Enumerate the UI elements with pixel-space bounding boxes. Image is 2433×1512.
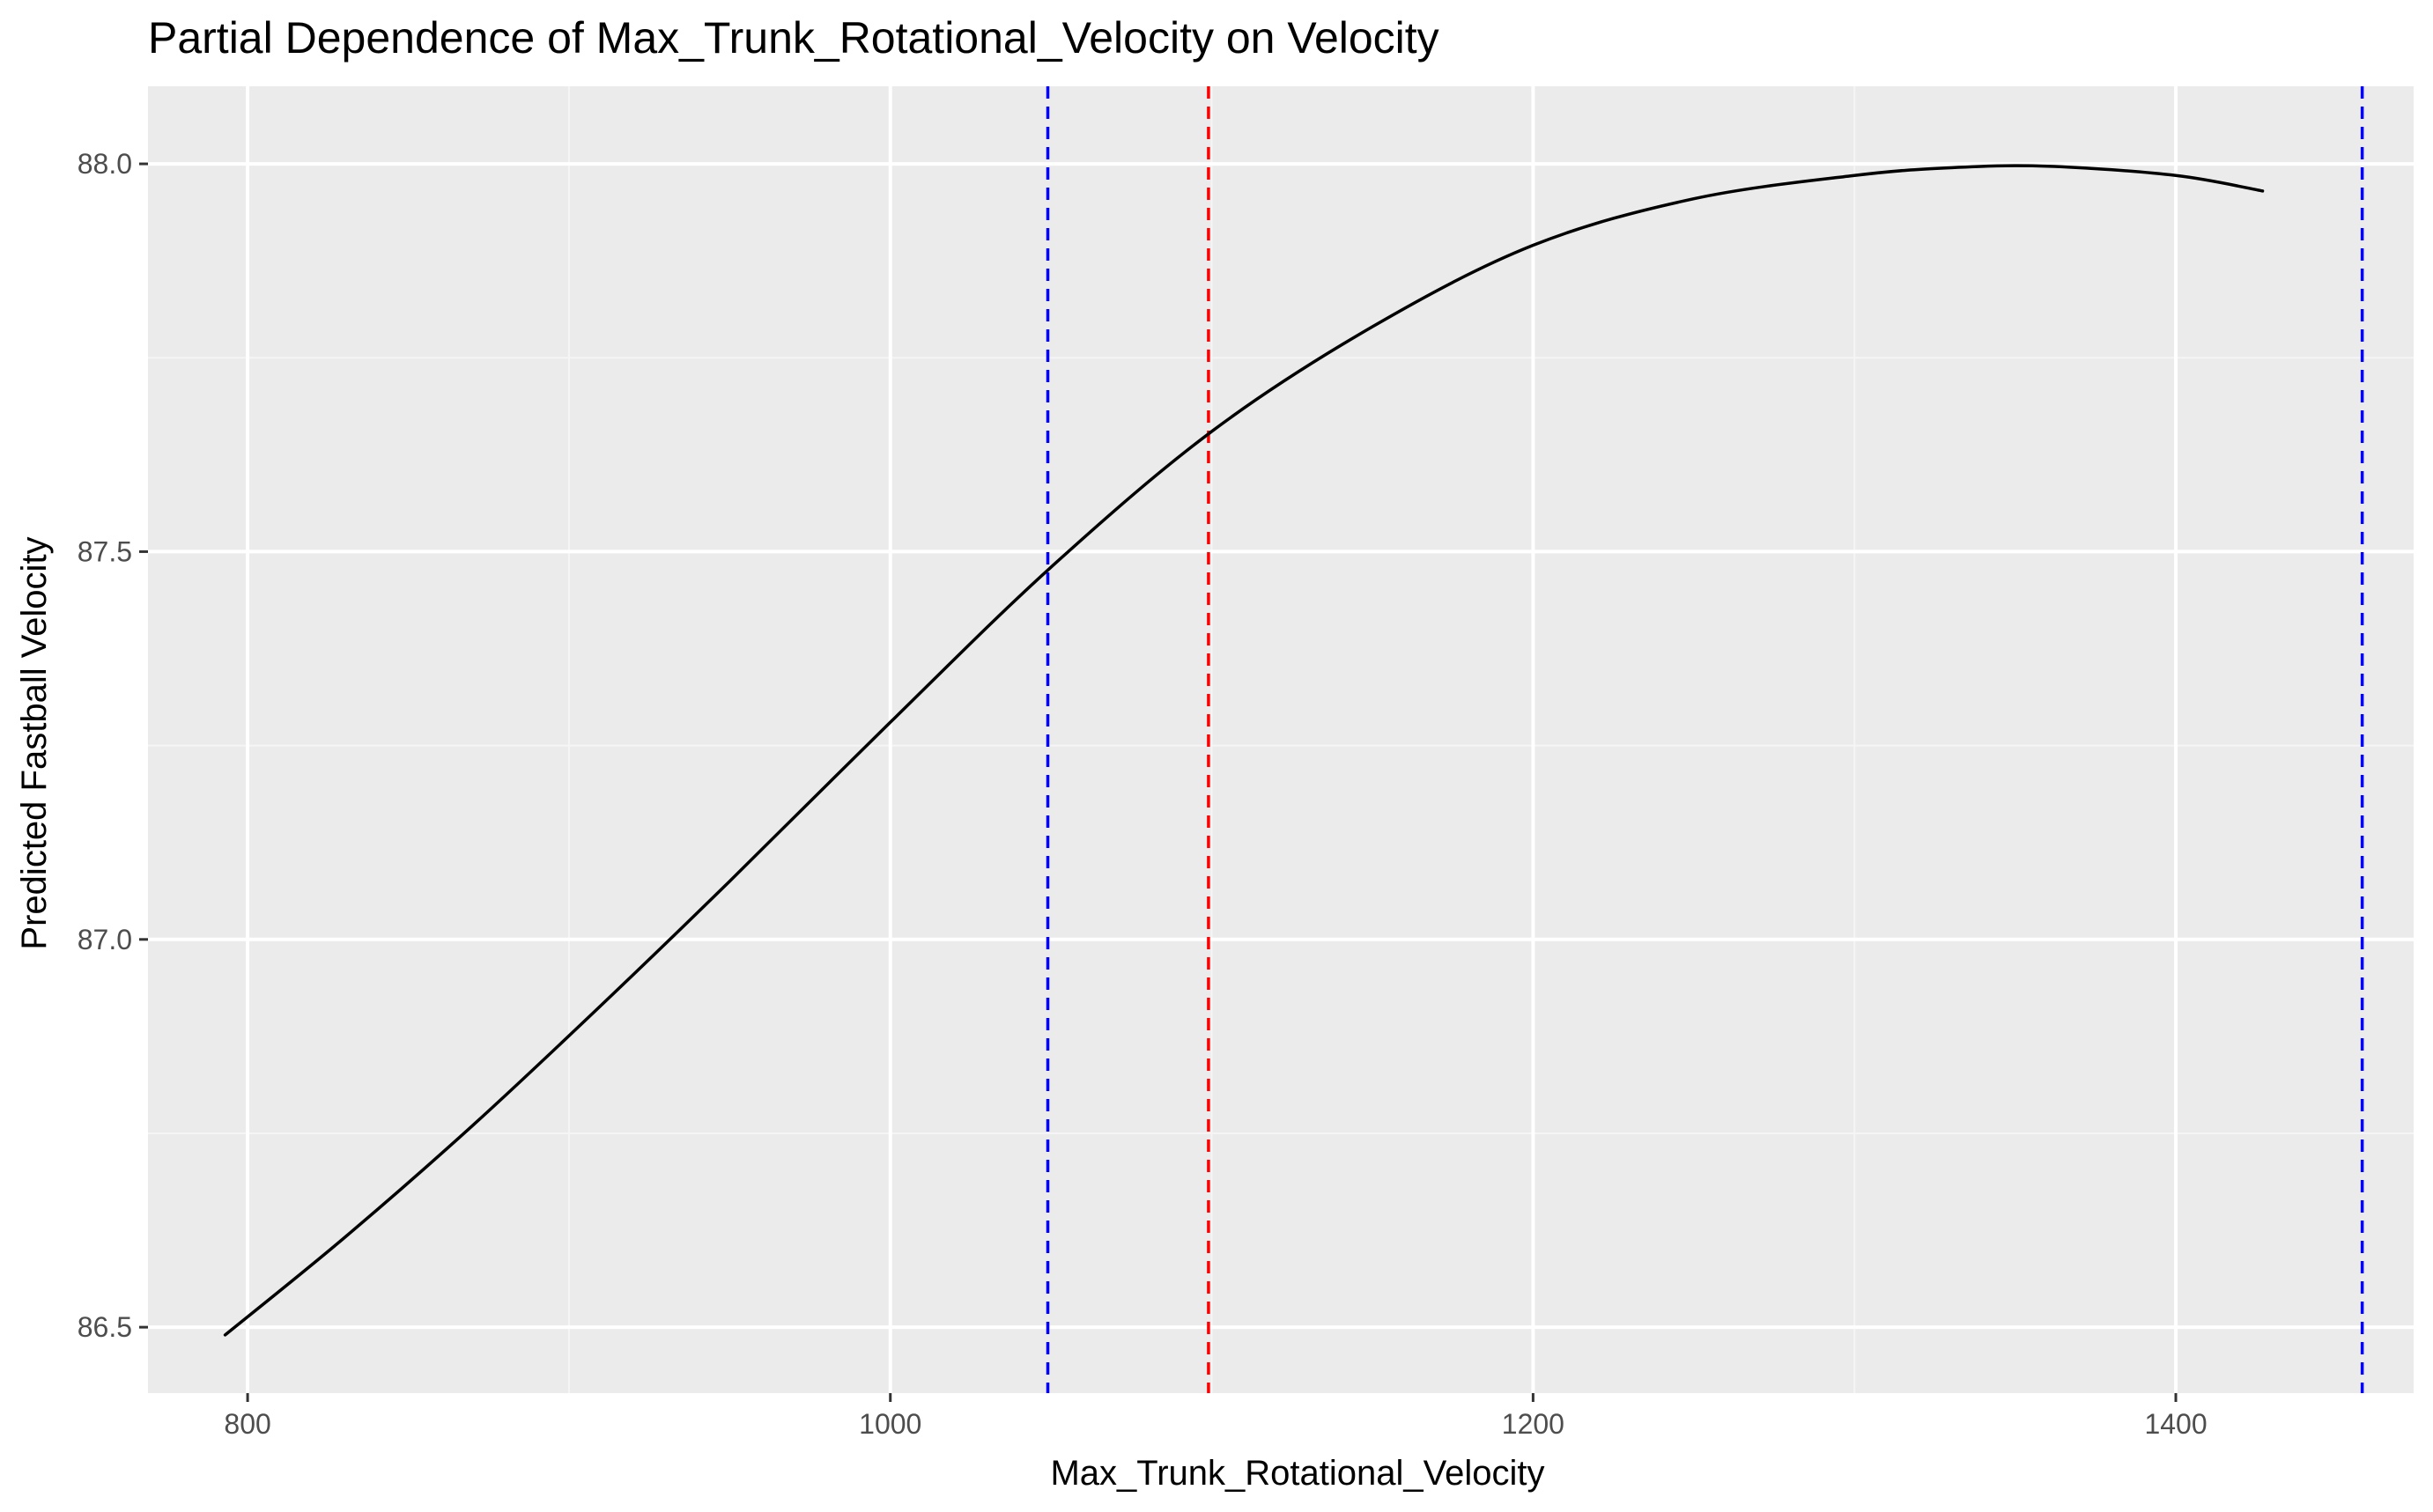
x-tick-label: 1400 — [2144, 1408, 2207, 1440]
series-layer — [223, 164, 2265, 1337]
y-tick-label: 87.0 — [78, 924, 132, 955]
y-tick-label: 87.5 — [78, 535, 132, 567]
x-tick-label: 800 — [224, 1408, 270, 1440]
x-tick-label: 1200 — [1502, 1408, 1564, 1440]
x-axis: 800 1000 1200 1400 — [224, 1393, 2207, 1440]
y-axis-title: Predicted Fastball Velocity — [15, 536, 54, 949]
plot-panel — [148, 86, 2414, 1393]
y-tick-label: 86.5 — [78, 1311, 132, 1343]
reference-lines — [1046, 86, 2364, 1393]
series-line — [223, 164, 2265, 1337]
chart-title: Partial Dependence of Max_Trunk_Rotation… — [148, 13, 1439, 63]
x-tick-label: 1000 — [859, 1408, 921, 1440]
x-axis-title: Max_Trunk_Rotational_Velocity — [1050, 1454, 1544, 1493]
y-tick-label: 88.0 — [78, 148, 132, 180]
grid-major — [148, 86, 2414, 1393]
y-axis: 86.5 87.0 87.5 88.0 — [78, 148, 148, 1343]
grid-minor — [148, 86, 2414, 1393]
